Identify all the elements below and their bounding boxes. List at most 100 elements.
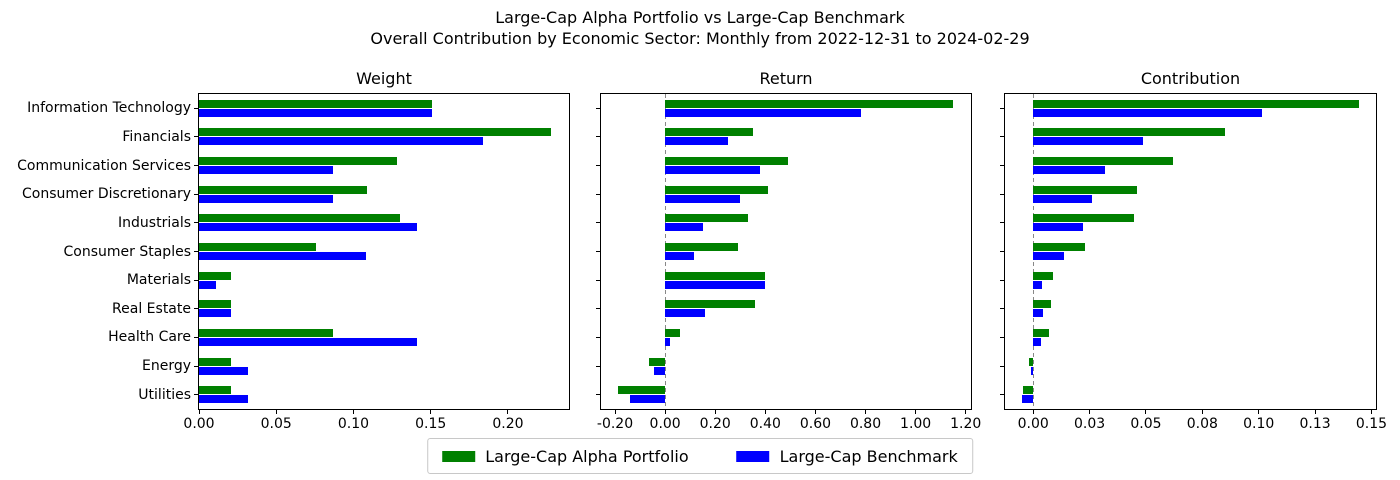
bar-portfolio bbox=[665, 128, 753, 137]
bar-portfolio bbox=[665, 300, 756, 309]
figure-title-line2: Overall Contribution by Economic Sector:… bbox=[370, 29, 1030, 48]
y-tick bbox=[1000, 222, 1004, 224]
bar-portfolio bbox=[665, 185, 768, 194]
bar-portfolio bbox=[665, 157, 788, 166]
bar-portfolio bbox=[665, 243, 738, 251]
bar-benchmark bbox=[665, 252, 694, 260]
sector-label: Utilities bbox=[138, 386, 191, 403]
bar-benchmark bbox=[1033, 337, 1042, 346]
bar-portfolio bbox=[1033, 300, 1052, 309]
y-tick bbox=[596, 193, 600, 195]
x-tick bbox=[198, 410, 200, 414]
y-tick bbox=[1000, 394, 1004, 396]
x-tick-label: 0.15 bbox=[415, 416, 447, 432]
x-tick bbox=[275, 410, 277, 414]
x-tick bbox=[1145, 410, 1147, 414]
bar-portfolio bbox=[665, 99, 954, 108]
figure-title-line1: Large-Cap Alpha Portfolio vs Large-Cap B… bbox=[495, 8, 905, 27]
y-tick bbox=[194, 365, 198, 367]
y-tick bbox=[596, 165, 600, 167]
bar-portfolio bbox=[648, 357, 666, 366]
x-tick bbox=[614, 410, 616, 414]
y-tick bbox=[596, 308, 600, 310]
x-tick-label: 0.05 bbox=[260, 416, 292, 432]
x-tick-label: 0.20 bbox=[699, 416, 731, 432]
y-tick bbox=[1000, 165, 1004, 167]
legend: Large-Cap Alpha Portfolio Large-Cap Benc… bbox=[427, 438, 973, 474]
figure-title: Large-Cap Alpha Portfolio vs Large-Cap B… bbox=[0, 7, 1400, 49]
y-tick bbox=[596, 222, 600, 224]
x-tick-label: 0.20 bbox=[492, 416, 524, 432]
bar-portfolio bbox=[199, 271, 232, 280]
x-tick bbox=[430, 410, 432, 414]
x-tick-label: 0.10 bbox=[337, 416, 370, 432]
x-tick bbox=[1370, 410, 1372, 414]
x-tick bbox=[1314, 410, 1316, 414]
bar-portfolio bbox=[199, 214, 400, 223]
x-tick bbox=[865, 410, 867, 414]
x-tick bbox=[507, 410, 509, 414]
bar-portfolio bbox=[199, 157, 397, 166]
bar-portfolio bbox=[1033, 157, 1174, 166]
x-tick-label: 0.13 bbox=[1299, 416, 1331, 432]
sector-label: Communication Services bbox=[17, 157, 191, 174]
legend-label-benchmark: Large-Cap Benchmark bbox=[779, 446, 958, 466]
x-tick bbox=[1258, 410, 1260, 414]
x-tick-label: -0.20 bbox=[596, 416, 634, 432]
bar-benchmark bbox=[1033, 108, 1263, 117]
bar-portfolio bbox=[199, 128, 552, 137]
bar-benchmark bbox=[199, 280, 216, 289]
y-tick bbox=[1000, 365, 1004, 367]
bar-benchmark bbox=[199, 337, 417, 346]
bar-benchmark bbox=[665, 194, 741, 203]
y-tick bbox=[596, 394, 600, 396]
bar-portfolio bbox=[199, 328, 334, 337]
legend-label-portfolio: Large-Cap Alpha Portfolio bbox=[485, 446, 689, 466]
bar-benchmark bbox=[199, 108, 433, 117]
x-tick-label: 1.20 bbox=[950, 416, 982, 432]
panel-weight-title: Weight bbox=[356, 69, 412, 88]
bar-benchmark bbox=[630, 395, 666, 404]
y-tick bbox=[1000, 193, 1004, 195]
x-tick-label: 0.15 bbox=[1355, 416, 1388, 432]
bar-benchmark bbox=[665, 280, 766, 289]
legend-item-benchmark: Large-Cap Benchmark bbox=[736, 446, 958, 466]
panel-contribution: Contribution 0.00 0.03 0.05 0.08 0.10 0.13 0.1… bbox=[1000, 69, 1387, 432]
bar-portfolio bbox=[1028, 357, 1034, 366]
y-tick bbox=[194, 394, 198, 396]
bar-benchmark bbox=[665, 309, 706, 318]
panel-contribution-title: Contribution bbox=[1140, 69, 1241, 88]
bar-portfolio bbox=[665, 271, 766, 280]
y-tick bbox=[194, 165, 198, 167]
bar-portfolio bbox=[665, 214, 748, 223]
bar-benchmark bbox=[199, 223, 417, 232]
legend-item-portfolio: Large-Cap Alpha Portfolio bbox=[442, 446, 689, 466]
sector-label: Materials bbox=[126, 272, 191, 289]
y-tick bbox=[596, 336, 600, 338]
bar-portfolio bbox=[199, 300, 232, 309]
y-tick bbox=[596, 279, 600, 281]
y-tick bbox=[194, 136, 198, 138]
x-tick bbox=[814, 410, 816, 414]
y-tick bbox=[194, 279, 198, 281]
bar-benchmark bbox=[1033, 309, 1044, 318]
y-tick bbox=[596, 365, 600, 367]
y-tick bbox=[1000, 279, 1004, 281]
bar-portfolio bbox=[1033, 243, 1086, 251]
bar-portfolio bbox=[617, 386, 666, 395]
sector-label: Real Estate bbox=[112, 300, 191, 317]
legend-swatch-portfolio bbox=[442, 450, 476, 462]
x-tick-label: 0.40 bbox=[749, 416, 781, 432]
x-tick bbox=[714, 410, 716, 414]
y-tick bbox=[596, 251, 600, 252]
x-tick-label: 0.10 bbox=[1243, 416, 1275, 432]
bar-benchmark bbox=[1033, 194, 1092, 203]
x-tick bbox=[915, 410, 917, 414]
sector-label: Health Care bbox=[108, 329, 191, 346]
x-tick-label: 0.03 bbox=[1073, 416, 1106, 432]
bar-portfolio bbox=[1033, 328, 1049, 337]
sector-label: Consumer Discretionary bbox=[22, 186, 191, 203]
bar-benchmark bbox=[1033, 280, 1043, 289]
bar-benchmark bbox=[199, 252, 366, 260]
